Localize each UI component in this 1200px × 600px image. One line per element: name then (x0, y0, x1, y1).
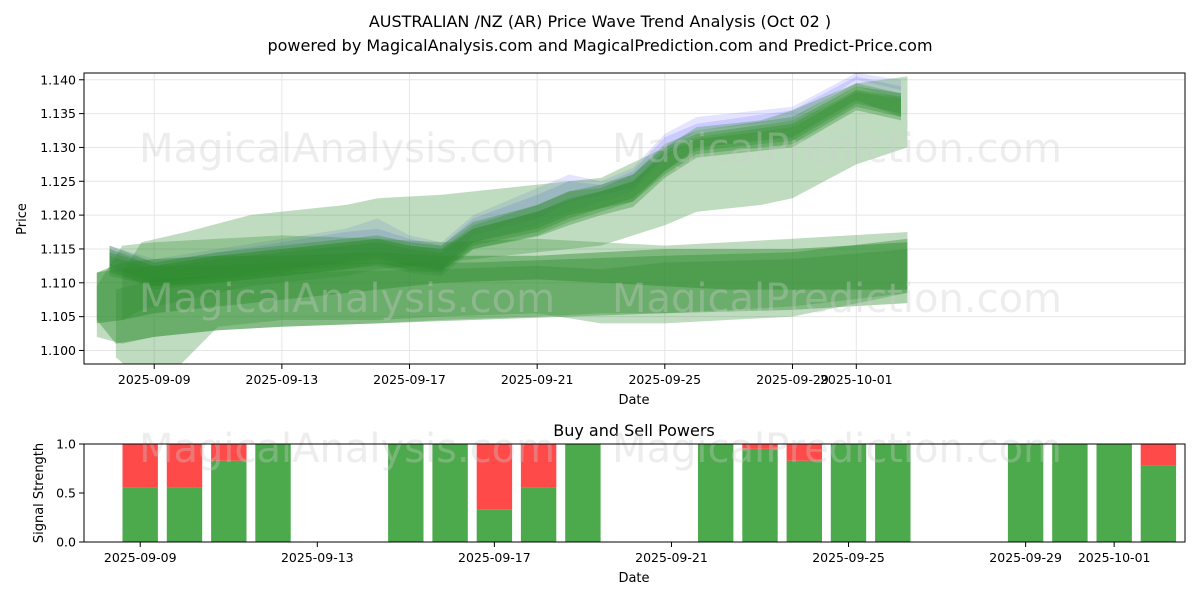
signal-y-tick-label: 1.0 (56, 437, 76, 452)
buy-bar (742, 448, 778, 542)
price-x-tick-label: 2025-09-21 (501, 372, 574, 387)
signal-chart: Buy and Sell Powers MagicalAnalysis.com … (32, 421, 1186, 586)
price-chart: MagicalAnalysis.com MagicalPrediction.co… (15, 72, 1186, 408)
signal-x-tick-label: 2025-09-17 (458, 550, 531, 565)
signal-x-axis-label: Date (618, 571, 649, 586)
price-y-tick-label: 1.110 (40, 275, 76, 290)
buy-bar (520, 487, 557, 542)
price-x-tick-label: 2025-09-17 (373, 372, 446, 387)
main-subtitle: powered by MagicalAnalysis.com and Magic… (267, 36, 932, 55)
price-wave-bands (96, 73, 908, 364)
wave-band-4 (109, 86, 901, 283)
wave-band-8 (96, 242, 908, 324)
wave-band-3 (109, 89, 901, 287)
sell-bar (786, 444, 822, 461)
signal-x-tick-label: 2025-09-29 (989, 550, 1062, 565)
price-y-tick-label: 1.100 (40, 343, 76, 358)
watermark-top-right: MagicalPrediction.com (612, 126, 1062, 172)
price-x-axis-label: Date (618, 393, 649, 408)
signal-y-tick-label: 0.5 (56, 486, 76, 501)
signal-y-tick-label: 0.0 (56, 535, 76, 550)
wave-band-6 (122, 76, 908, 321)
price-y-tick-label: 1.105 (40, 309, 76, 324)
signal-x-tick-label: 2025-10-01 (1078, 550, 1151, 565)
buy-bar (255, 444, 291, 542)
main-title: AUSTRALIAN /NZ (AR) Price Wave Trend Ana… (369, 12, 831, 31)
buy-bar (432, 444, 468, 542)
price-y-tick-label: 1.120 (40, 208, 76, 223)
buy-bar (1052, 444, 1088, 542)
sell-bar (742, 444, 778, 449)
buy-bar (122, 487, 158, 542)
wave-band-7 (96, 232, 908, 344)
wave-band-10 (96, 238, 908, 344)
price-x-tick-label: 2025-10-01 (820, 372, 893, 387)
wave-band-9 (115, 249, 908, 364)
buy-bar (211, 460, 247, 542)
price-x-tick-label: 2025-09-25 (628, 372, 701, 387)
buy-bar (830, 444, 867, 542)
buy-bar (565, 444, 601, 542)
watermark-mid-right: MagicalPrediction.com (612, 276, 1062, 322)
sell-bar (211, 444, 247, 461)
wave-band-2 (109, 83, 901, 290)
signal-bars (122, 444, 1177, 542)
price-x-ticks: 2025-09-09 2025-09-13 2025-09-17 2025-09-21… (118, 364, 893, 387)
buy-bar (1096, 444, 1132, 542)
price-y-tick-label: 1.140 (40, 72, 76, 87)
signal-chart-title: Buy and Sell Powers (553, 421, 715, 440)
sell-bar (476, 444, 513, 510)
buy-bar (786, 460, 822, 542)
buy-bar (166, 487, 203, 542)
price-y-tick-label: 1.115 (40, 241, 76, 256)
price-y-tick-label: 1.130 (40, 140, 76, 155)
price-x-tick-label: 2025-09-29 (756, 372, 829, 387)
watermark-top-left: MagicalAnalysis.com (139, 126, 555, 172)
signal-x-tick-label: 2025-09-13 (281, 550, 354, 565)
buy-bar (388, 444, 424, 542)
signal-x-tick-label: 2025-09-21 (635, 550, 708, 565)
price-y-tick-label: 1.125 (40, 174, 76, 189)
sell-bar (122, 444, 158, 488)
wave-band-5 (109, 91, 901, 287)
wave-band-1 (109, 76, 901, 283)
signal-x-ticks: 2025-09-09 2025-09-13 2025-09-17 2025-09-21… (104, 542, 1151, 565)
buy-bar (875, 444, 911, 542)
price-y-axis-label: Price (15, 203, 30, 235)
price-x-tick-label: 2025-09-09 (118, 372, 191, 387)
sell-bar (520, 444, 557, 488)
buy-bar (698, 444, 734, 542)
buy-bar (1140, 465, 1177, 542)
price-plot-frame (83, 72, 1186, 365)
sell-bar (1140, 444, 1177, 466)
signal-x-tick-label: 2025-09-09 (104, 550, 177, 565)
buy-bar (476, 509, 513, 542)
wave-band-0 (109, 73, 901, 287)
sell-bar (166, 444, 203, 488)
price-y-tick-label: 1.135 (40, 106, 76, 121)
signal-y-axis-label: Signal Strength (32, 443, 47, 543)
watermark-bottom-right: MagicalPrediction.com (612, 426, 1062, 472)
price-x-tick-label: 2025-09-13 (246, 372, 319, 387)
watermark-bottom-left: MagicalAnalysis.com (139, 426, 555, 472)
price-grid (84, 73, 1185, 364)
signal-y-ticks: 0.0 0.5 1.0 (56, 437, 84, 550)
signal-x-tick-label: 2025-09-25 (812, 550, 885, 565)
watermark-mid-left: MagicalAnalysis.com (139, 276, 555, 322)
buy-bar (1007, 444, 1044, 542)
price-y-ticks: 1.100 1.105 1.110 1.115 1.120 1.125 1.130 1.135… (40, 72, 84, 358)
